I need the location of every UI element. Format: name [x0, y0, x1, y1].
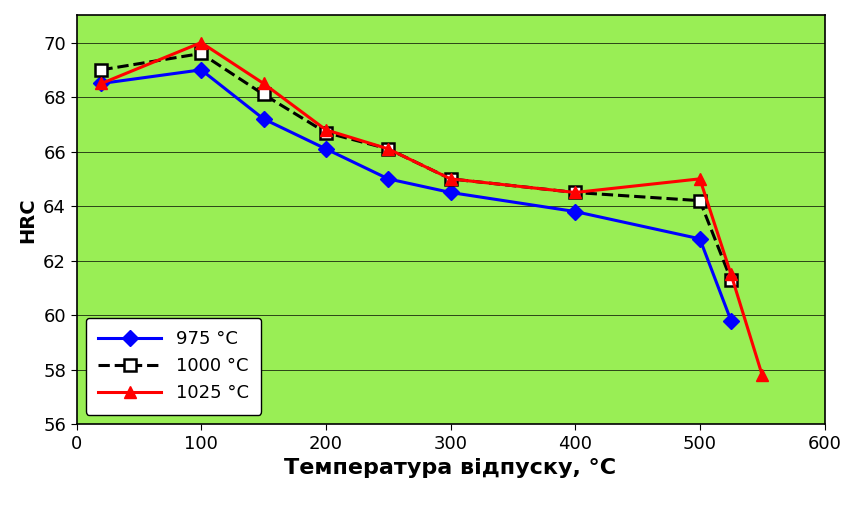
1025 °C — [96, 80, 106, 86]
975 °C — [570, 208, 581, 215]
1000 °C — [258, 91, 269, 98]
1025 °C — [726, 271, 736, 277]
Line: 1000 °C: 1000 °C — [96, 48, 737, 285]
1025 °C — [445, 176, 456, 182]
Line: 1025 °C: 1025 °C — [96, 37, 768, 381]
975 °C — [726, 317, 736, 323]
1025 °C — [196, 39, 207, 45]
1025 °C — [258, 80, 269, 86]
Legend: 975 °C, 1000 °C, 1025 °C: 975 °C, 1000 °C, 1025 °C — [86, 318, 262, 415]
975 °C — [694, 236, 705, 242]
975 °C — [196, 67, 207, 73]
Line: 975 °C: 975 °C — [96, 64, 737, 326]
1025 °C — [757, 372, 768, 378]
1000 °C — [570, 190, 581, 196]
Y-axis label: HRC: HRC — [19, 197, 37, 243]
1000 °C — [694, 198, 705, 204]
1025 °C — [694, 176, 705, 182]
1000 °C — [196, 51, 207, 57]
1000 °C — [445, 176, 456, 182]
1000 °C — [96, 67, 106, 73]
975 °C — [445, 190, 456, 196]
1000 °C — [383, 146, 394, 152]
1000 °C — [320, 129, 331, 135]
975 °C — [383, 176, 394, 182]
975 °C — [258, 116, 269, 122]
975 °C — [96, 80, 106, 86]
1025 °C — [383, 146, 394, 152]
975 °C — [320, 146, 331, 152]
X-axis label: Температура відпуску, °C: Температура відпуску, °C — [285, 458, 616, 478]
1025 °C — [570, 190, 581, 196]
1025 °C — [320, 127, 331, 133]
1000 °C — [726, 276, 736, 283]
